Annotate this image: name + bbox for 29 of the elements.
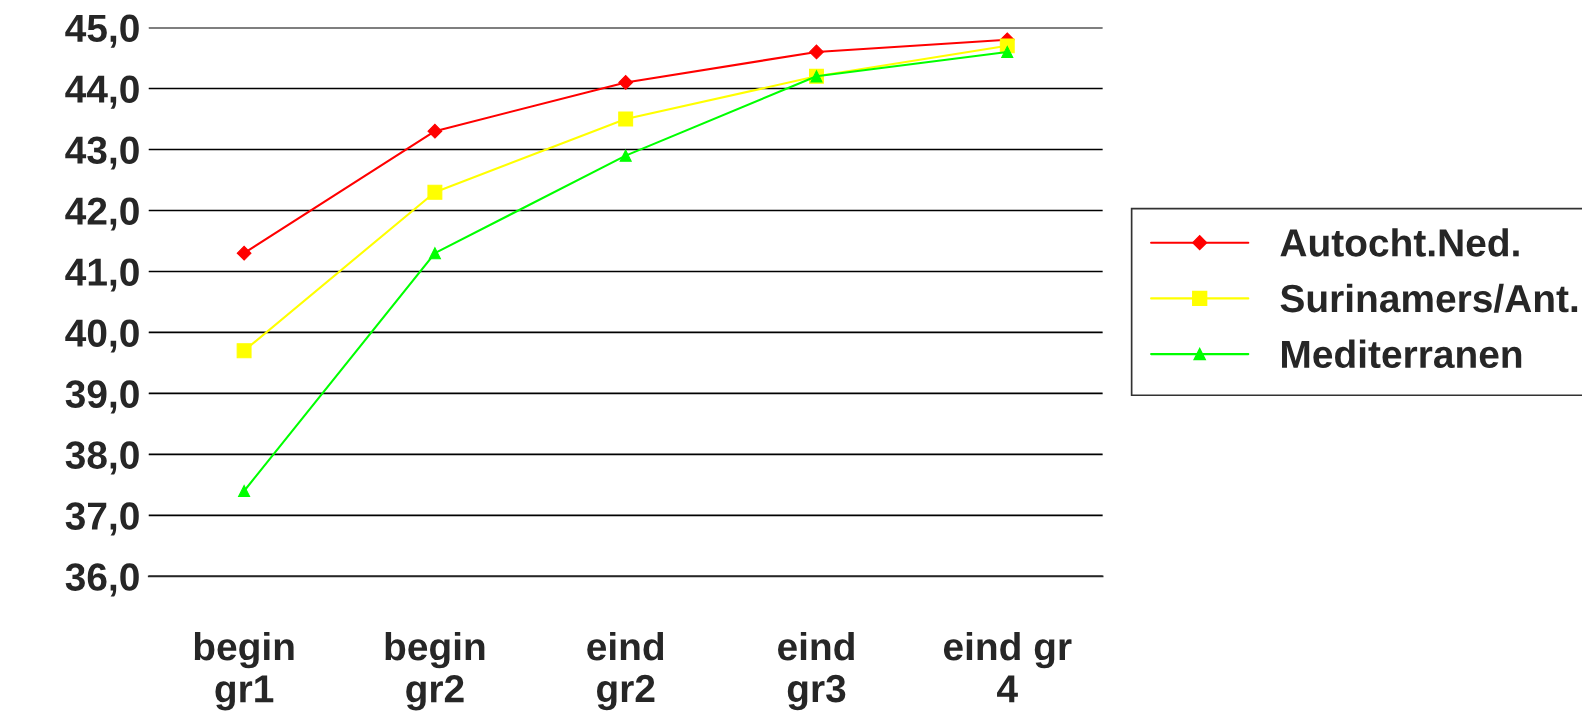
- point: [618, 111, 634, 127]
- y-tick-label: 43,0: [65, 136, 139, 170]
- point: [428, 247, 441, 260]
- point: [427, 123, 443, 139]
- x-tick-label: eind gr2: [587, 631, 664, 711]
- y-tick-label: 37,0: [65, 502, 139, 536]
- point: [619, 149, 632, 162]
- y-tick-label: 40,0: [65, 319, 139, 353]
- y-tick-label: 38,0: [65, 441, 139, 475]
- legend-label: Mediterranen: [1282, 339, 1522, 369]
- point: [618, 75, 634, 90]
- legend-label: Autocht.Ned.: [1280, 228, 1519, 257]
- x-tick-label: begin gr2: [385, 631, 485, 711]
- point: [1001, 45, 1014, 59]
- y-tick-label: 41,0: [65, 258, 139, 292]
- point: [236, 245, 252, 261]
- point: [809, 44, 824, 60]
- x-tick-label: eind gr 4: [943, 631, 1072, 703]
- y-tick-label: 42,0: [65, 197, 139, 231]
- y-tick-label: 39,0: [65, 380, 139, 414]
- x-tick-label: eind gr3: [778, 631, 854, 711]
- y-tick-label: 45,0: [65, 14, 139, 48]
- y-tick-label: 36,0: [65, 563, 139, 597]
- point: [238, 484, 251, 498]
- point: [427, 184, 443, 200]
- x-tick-label: begin gr1: [194, 631, 294, 711]
- point: [236, 343, 252, 359]
- legend-label: Surinamers/Ant.: [1280, 283, 1578, 313]
- y-tick-label: 44,0: [65, 75, 139, 109]
